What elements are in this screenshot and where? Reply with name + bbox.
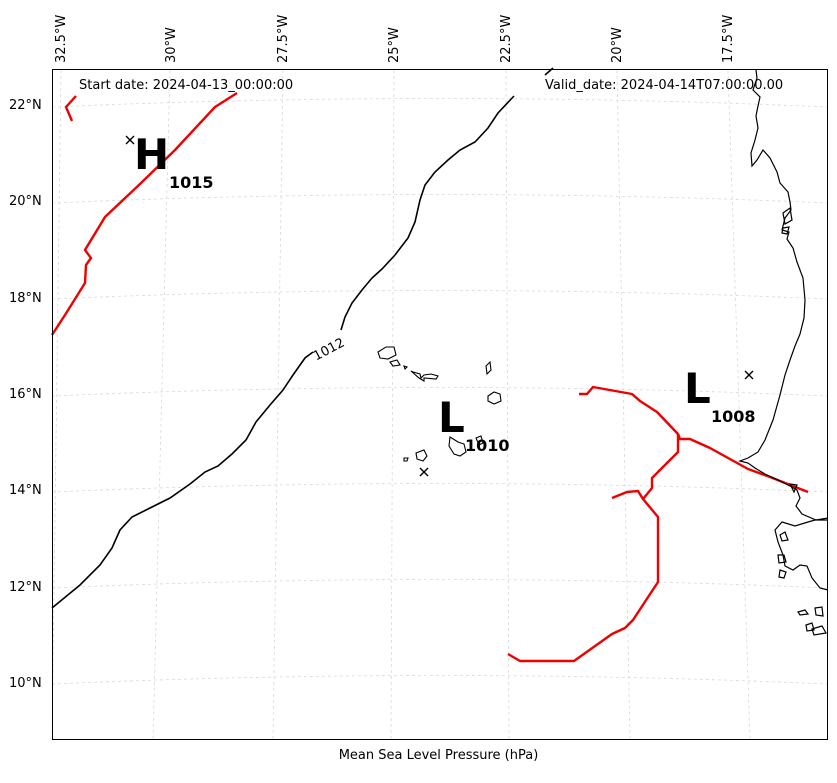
island-small-1 [797,609,810,616]
parallel-16n [51,387,829,397]
lat-label-20n: 20°N [9,194,42,209]
island-sao-vicente [389,359,401,367]
island-small-4 [811,625,827,636]
lat-label-22n: 22°N [9,98,42,113]
coastline-bijagos [777,531,789,579]
low-center-x-icon-1010 [419,467,429,477]
front-northwest-fragment [64,95,77,122]
x-axis-label: Mean Sea Level Pressure (hPa) [338,748,539,763]
meridian-20w [616,69,631,741]
island-santa-luzia [403,365,409,371]
parallel-12n [51,579,829,589]
meridian-30w [152,69,171,741]
low-pressure-letter-1008: L [684,364,711,413]
island-gambia [788,483,798,494]
coastline [737,69,829,636]
cape-verde-islands [377,346,502,462]
coastline-africa [737,69,829,521]
island-sal [485,360,492,376]
low-pressure-value-1008: 1008 [711,407,756,426]
low-pressure-letter-1010: L [438,393,465,442]
lon-label-27-5w: 27.5°W [276,14,291,63]
graticule [51,69,829,741]
isobar-1012 [51,67,554,609]
island-senegal-1 [782,206,793,225]
parallel-10n [51,675,829,685]
lat-label-18n: 18°N [9,291,42,306]
island-sao-nicolau [410,370,439,382]
lat-label-16n: 16°N [9,387,42,402]
start-date-label: Start date: 2024-04-13_00:00:00 [79,78,294,93]
island-fogo [415,449,428,462]
meridian-25w [390,69,395,741]
island-santo-antao [377,346,397,360]
lat-label-10n: 10°N [9,676,42,691]
meridian-17-5w [727,69,751,741]
low-pressure-value-1010: 1010 [465,436,510,455]
lat-label-12n: 12°N [9,580,42,595]
front-east-branch [611,434,680,501]
lon-label-20w: 20°W [610,27,625,63]
meridian-32-5w [51,69,62,741]
island-brava [403,457,409,462]
parallel-22n [51,98,829,108]
lon-label-17-5w: 17.5°W [721,14,736,63]
parallel-14n [51,483,829,493]
lon-label-32-5w: 32.5°W [54,14,69,63]
lon-label-30w: 30°W [164,27,179,63]
parallel-18n [51,290,829,300]
island-boa-vista [487,391,502,405]
island-santiago [448,436,467,457]
island-small-3 [805,622,815,632]
meridian-27-5w [272,69,284,741]
high-center-x-icon [125,135,135,145]
island-senegal-2 [781,226,790,235]
front-east-lower [507,498,660,663]
island-maio [475,435,484,446]
valid-date-label: Valid_date: 2024-04-14T07:00:00.00 [545,78,784,93]
island-small-2 [814,606,824,617]
lon-label-22-5w: 22.5°W [499,14,514,63]
map-frame [52,69,828,740]
high-pressure-letter: H [134,130,170,179]
high-pressure-value: 1015 [169,173,214,192]
meridian-22-5w [505,69,510,741]
low-center-x-icon-1008 [744,370,754,380]
front-west [50,91,238,336]
lon-label-25w: 25°W [387,27,402,63]
lat-label-14n: 14°N [9,483,42,498]
fronts [50,91,809,663]
center-markers [125,135,754,477]
parallel-20n [51,194,829,204]
